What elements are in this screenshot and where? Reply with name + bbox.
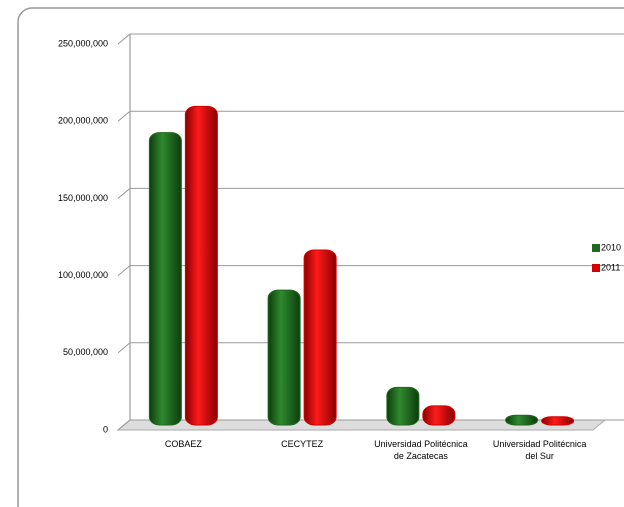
- x-tick-label: Universidad Politécnica de Zacatecas: [371, 438, 471, 462]
- y-tick-label: 0: [103, 424, 108, 434]
- legend-swatch: [592, 264, 600, 272]
- x-tick-label: Universidad Politécnica del Sur: [490, 438, 590, 462]
- y-tick-label: 250,000,000: [58, 38, 108, 48]
- legend-label: 2011: [601, 262, 620, 272]
- y-tick-label: 200,000,000: [58, 116, 108, 126]
- bar: [268, 290, 300, 425]
- x-tick-label: CECYTEZ: [252, 438, 352, 450]
- bar: [304, 250, 336, 425]
- x-tick-label: COBAEZ: [133, 438, 233, 450]
- page: 0 50,000,000 100,000,000 150,000,000 200,000…: [0, 0, 624, 507]
- bar: [185, 106, 217, 425]
- y-tick-label: 100,000,000: [58, 270, 108, 280]
- bar: [506, 415, 538, 425]
- grid-line: [118, 34, 624, 44]
- bar: [387, 387, 419, 425]
- legend-label: 2010: [601, 242, 621, 252]
- legend-swatch: [592, 244, 600, 252]
- y-tick-label: 50,000,000: [63, 347, 108, 357]
- bar: [542, 417, 574, 425]
- bar: [149, 133, 181, 425]
- bar: [423, 406, 455, 425]
- chart: 0 50,000,000 100,000,000 150,000,000 200,000…: [0, 0, 624, 507]
- y-tick-label: 150,000,000: [58, 193, 108, 203]
